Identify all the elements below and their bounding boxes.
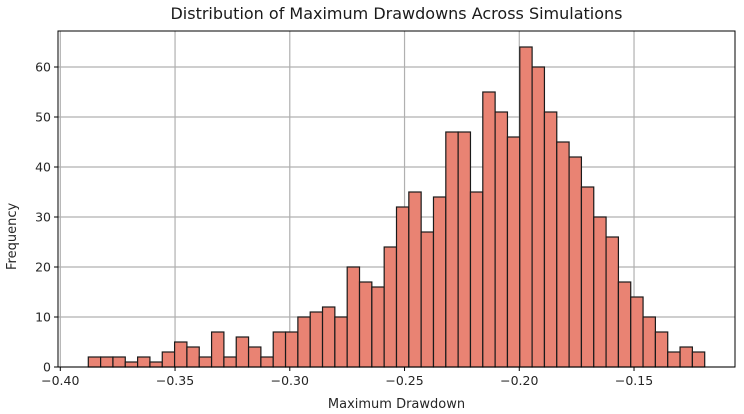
histogram-bar [432, 196, 447, 368]
histogram-bar [186, 346, 200, 368]
histogram-bar [346, 266, 361, 368]
histogram-bar [309, 311, 324, 368]
histogram-bar [519, 46, 533, 368]
histogram-bar [469, 191, 484, 368]
y-tick-label: 40 [35, 160, 51, 175]
x-tick-label: −0.25 [385, 373, 423, 388]
histogram-bar [149, 361, 163, 368]
histogram-bar [691, 351, 706, 368]
histogram-bar [358, 281, 373, 368]
histogram-bar [383, 246, 398, 368]
histogram-bar [260, 356, 274, 368]
histogram-bar [334, 316, 348, 368]
histogram-bar [580, 186, 595, 368]
histogram-bar [543, 111, 558, 368]
histogram-bar [112, 356, 126, 368]
axes-frame [57, 30, 736, 368]
histogram-bar [161, 351, 176, 368]
histogram-bar [124, 361, 139, 368]
y-tick-label: 30 [35, 210, 51, 225]
x-tick-label: −0.40 [41, 373, 79, 388]
histogram-bar [173, 341, 188, 368]
x-tick-label: −0.15 [615, 373, 653, 388]
histogram-bar [482, 91, 496, 368]
histogram-bar [617, 281, 632, 368]
histogram-bar [210, 331, 225, 368]
histogram-bar [297, 316, 311, 368]
histogram-bar [457, 131, 472, 368]
x-axis-label: Maximum Drawdown [327, 397, 466, 412]
y-tick-label: 10 [35, 310, 51, 325]
histogram-bar [630, 296, 644, 368]
x-tick-label: −0.30 [271, 373, 309, 388]
histogram-bar [395, 206, 410, 368]
histogram-bar [679, 346, 693, 368]
histogram-bar [371, 286, 385, 368]
histogram-bar [223, 356, 237, 368]
histogram-bar [321, 306, 336, 368]
y-axis-ticks: 0 10 20 30 40 50 60 [35, 60, 58, 375]
histogram-bar [605, 236, 620, 368]
histogram-bar [445, 131, 459, 368]
histogram-bar [667, 351, 681, 368]
histogram-bar [642, 316, 656, 368]
histogram-bar [284, 331, 299, 368]
histogram-bar [593, 216, 607, 368]
y-tick-label: 60 [35, 60, 51, 75]
histogram-bar [420, 231, 435, 368]
histogram-bar [654, 331, 669, 368]
histogram-bar [87, 356, 102, 368]
histogram-bar [247, 346, 262, 368]
y-tick-label: 0 [43, 360, 51, 375]
histogram-bar [506, 136, 521, 368]
histogram-bar [556, 141, 570, 368]
histogram-bar [235, 336, 250, 368]
x-tick-label: −0.20 [500, 373, 538, 388]
histogram-bars [87, 46, 706, 368]
histogram-bar [531, 66, 546, 368]
histogram-bar [198, 356, 213, 368]
histogram-bar [494, 111, 509, 368]
x-axis-ticks: −0.40 −0.35 −0.30 −0.25 −0.20 −0.15 [41, 367, 653, 388]
chart-title: Distribution of Maximum Drawdowns Across… [170, 4, 623, 23]
histogram-bar [272, 331, 287, 368]
histogram-bar [568, 156, 583, 368]
x-tick-label: −0.35 [156, 373, 194, 388]
y-tick-label: 20 [35, 260, 51, 275]
histogram-bar [137, 356, 151, 368]
histogram-bar [408, 191, 422, 368]
y-tick-label: 50 [35, 110, 51, 125]
histogram-bar [100, 356, 114, 368]
